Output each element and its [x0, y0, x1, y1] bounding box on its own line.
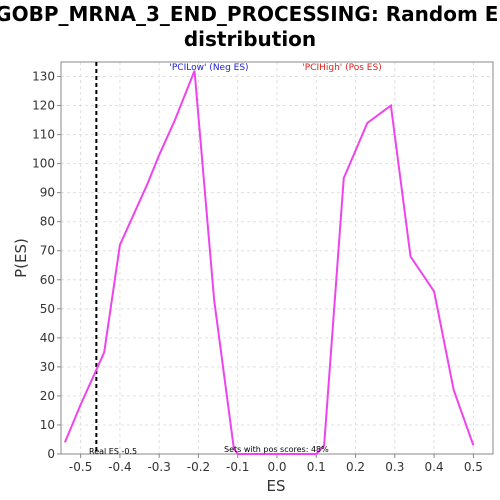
y-tick-label: 100 [32, 157, 55, 171]
x-tick-label: -0.5 [69, 460, 92, 474]
y-tick-label: 110 [32, 128, 55, 142]
y-axis-ticks: 0 10 20 30 40 50 60 70 80 90 100 110 120 130 [32, 70, 61, 461]
y-tick-label: 40 [40, 331, 55, 345]
chart-title-line2: distribution [184, 27, 316, 51]
x-tick-label: -0.4 [108, 460, 131, 474]
x-tick-label: -0.2 [187, 460, 210, 474]
x-tick-label: 0.0 [267, 460, 286, 474]
y-tick-label: 30 [40, 360, 55, 374]
chart-title-line1: GOBP_MRNA_3_END_PROCESSING: Random ES [0, 2, 500, 26]
y-tick-label: 80 [40, 215, 55, 229]
neg-es-label: 'PCILow' (Neg ES) [169, 63, 248, 73]
y-tick-label: 20 [40, 389, 55, 403]
x-tick-label: -0.3 [147, 460, 170, 474]
x-tick-label: 0.3 [385, 460, 404, 474]
plot-area [60, 61, 494, 455]
x-axis-ticks: -0.5 -0.4 -0.3 -0.2 -0.1 0.0 0.1 0.2 0.3 0.4 0.5 [69, 454, 483, 474]
y-tick-label: 60 [40, 273, 55, 287]
x-axis-label: ES [267, 477, 286, 495]
x-tick-label: 0.2 [346, 460, 365, 474]
y-tick-label: 10 [40, 418, 55, 432]
pos-scores-label: Sets with pos scores: 48% [224, 445, 329, 454]
grid-lines [61, 62, 493, 455]
y-tick-label: 0 [47, 447, 55, 461]
series-line [64, 70, 475, 455]
real-es-label: Real ES -0.5 [89, 447, 137, 456]
y-tick-label: 130 [32, 70, 55, 84]
y-axis-label: P(ES) [12, 238, 30, 278]
x-tick-label: -0.1 [226, 460, 249, 474]
pos-es-label: 'PCIHigh' (Pos ES) [302, 63, 381, 73]
x-tick-label: 0.5 [464, 460, 483, 474]
x-tick-label: 0.4 [425, 460, 444, 474]
x-tick-label: 0.1 [307, 460, 326, 474]
y-tick-label: 50 [40, 302, 55, 316]
y-tick-label: 90 [40, 186, 55, 200]
y-tick-label: 70 [40, 244, 55, 258]
y-tick-label: 120 [32, 99, 55, 113]
